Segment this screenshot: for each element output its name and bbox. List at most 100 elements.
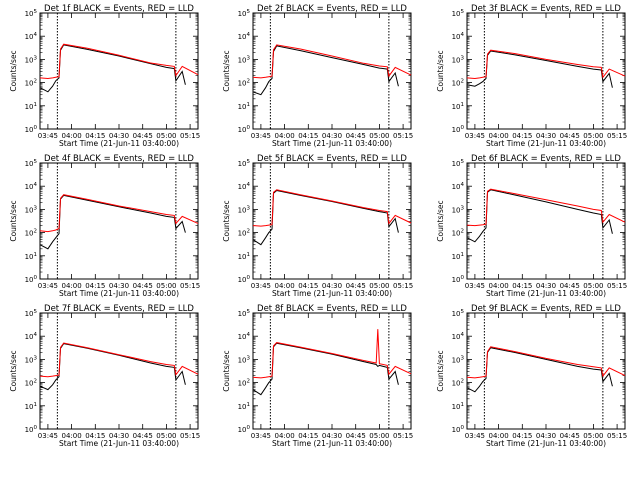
y-tick-label: 101 [238,252,250,261]
y-tick-label: 100 [238,425,251,434]
y-tick-label: 105 [452,159,465,168]
x-tick-label: 04:15 [85,132,105,140]
x-tick-label: 04:45 [133,282,153,290]
x-tick-label: 04:45 [346,132,366,140]
x-tick-label: 04:15 [512,432,532,440]
chart-title: Det 4f BLACK = Events, RED = LLD [44,154,194,164]
y-tick-label: 101 [25,402,37,411]
data-series-lld [39,43,199,80]
y-tick-label: 103 [25,55,38,64]
data-series-events [252,342,399,396]
y-tick-label: 104 [452,32,465,41]
chart-panel-1: Det 1f BLACK = Events, RED = LLD 100 101 10… [9,4,200,148]
x-tick-label: 04:45 [560,132,580,140]
x-tick-label: 04:45 [133,132,153,140]
x-axis-label: Start Time (21-Jun-11 03:40:00) [59,289,179,298]
x-axis-label: Start Time (21-Jun-11 03:40:00) [59,139,179,148]
x-tick-label: 05:15 [607,432,627,440]
x-tick-label: 04:45 [346,432,366,440]
y-axis-label: Counts/sec [222,200,231,241]
x-tick-label: 04:00 [62,132,82,140]
y-tick-label: 102 [452,229,464,238]
chart-title: Det 7f BLACK = Events, RED = LLD [44,304,194,314]
plot-frame [252,162,412,280]
x-tick-label: 03:45 [38,132,58,140]
data-series-events [466,189,613,243]
x-tick-label: 04:30 [536,282,556,290]
chart-panel-9: Det 9f BLACK = Events, RED = LLD 100 101 10… [436,304,627,448]
x-tick-label: 04:30 [109,282,129,290]
x-tick-label: 04:15 [512,132,532,140]
y-tick-label: 100 [25,425,38,434]
data-series-events [252,45,399,96]
x-axis-label: Start Time (21-Jun-11 03:40:00) [272,439,392,448]
y-tick-label: 104 [238,32,251,41]
x-tick-label: 03:45 [38,432,58,440]
y-axis-label: Counts/sec [222,350,231,391]
y-tick-label: 105 [238,9,251,18]
data-series-events [466,50,613,88]
chart-panel-7: Det 7f BLACK = Events, RED = LLD 100 101 10… [9,304,200,448]
x-tick-label: 03:45 [465,282,485,290]
x-tick-label: 05:00 [156,282,176,290]
y-tick-label: 104 [25,182,38,191]
y-axis-label: Counts/sec [436,200,445,241]
y-tick-label: 100 [452,425,465,434]
x-tick-label: 05:15 [607,132,627,140]
y-tick-label: 102 [238,79,250,88]
x-tick-label: 04:00 [489,432,509,440]
x-tick-label: 03:45 [465,132,485,140]
y-tick-label: 102 [452,79,464,88]
y-tick-label: 102 [238,379,250,388]
y-tick-label: 105 [25,309,38,318]
x-tick-label: 04:45 [560,282,580,290]
data-series-lld [39,342,199,378]
data-series-lld [39,194,199,233]
x-tick-label: 05:15 [180,132,200,140]
plot-frame [466,162,626,280]
x-tick-label: 03:45 [465,432,485,440]
y-tick-label: 102 [238,229,250,238]
x-tick-label: 04:15 [298,432,318,440]
y-tick-label: 104 [452,182,465,191]
y-tick-label: 105 [452,9,465,18]
data-series-events [466,347,613,393]
y-tick-label: 101 [25,102,37,111]
y-axis-label: Counts/sec [436,50,445,91]
y-tick-label: 105 [238,159,251,168]
chart-title: Det 3f BLACK = Events, RED = LLD [471,4,621,14]
y-axis-label: Counts/sec [436,350,445,391]
chart-title: Det 9f BLACK = Events, RED = LLD [471,304,621,314]
y-tick-label: 103 [238,55,251,64]
y-axis-label: Counts/sec [9,200,18,241]
y-tick-label: 103 [238,205,251,214]
x-tick-label: 04:45 [560,432,580,440]
y-tick-label: 105 [452,309,465,318]
x-tick-label: 04:45 [133,432,153,440]
x-tick-label: 04:15 [512,282,532,290]
chart-panel-2: Det 2f BLACK = Events, RED = LLD 100 101 10… [222,4,413,148]
x-tick-label: 05:15 [180,432,200,440]
y-tick-label: 105 [25,9,38,18]
y-tick-label: 104 [452,332,465,341]
y-tick-label: 101 [452,102,464,111]
y-tick-label: 105 [238,309,251,318]
x-tick-label: 04:00 [489,282,509,290]
x-tick-label: 05:00 [583,132,603,140]
x-tick-label: 05:15 [393,132,413,140]
chart-title: Det 8f BLACK = Events, RED = LLD [257,304,407,314]
x-tick-label: 05:00 [156,132,176,140]
data-series-lld [252,44,412,79]
x-tick-label: 04:00 [275,432,295,440]
chart-title: Det 5f BLACK = Events, RED = LLD [257,154,407,164]
y-tick-label: 100 [238,275,251,284]
x-tick-label: 04:15 [298,132,318,140]
y-tick-label: 103 [25,205,38,214]
x-tick-label: 05:00 [583,432,603,440]
x-tick-label: 03:45 [251,282,271,290]
x-tick-label: 05:00 [369,132,389,140]
data-series-lld [466,188,626,227]
chart-panel-6: Det 6f BLACK = Events, RED = LLD 100 101 10… [436,154,627,298]
x-axis-label: Start Time (21-Jun-11 03:40:00) [486,439,606,448]
